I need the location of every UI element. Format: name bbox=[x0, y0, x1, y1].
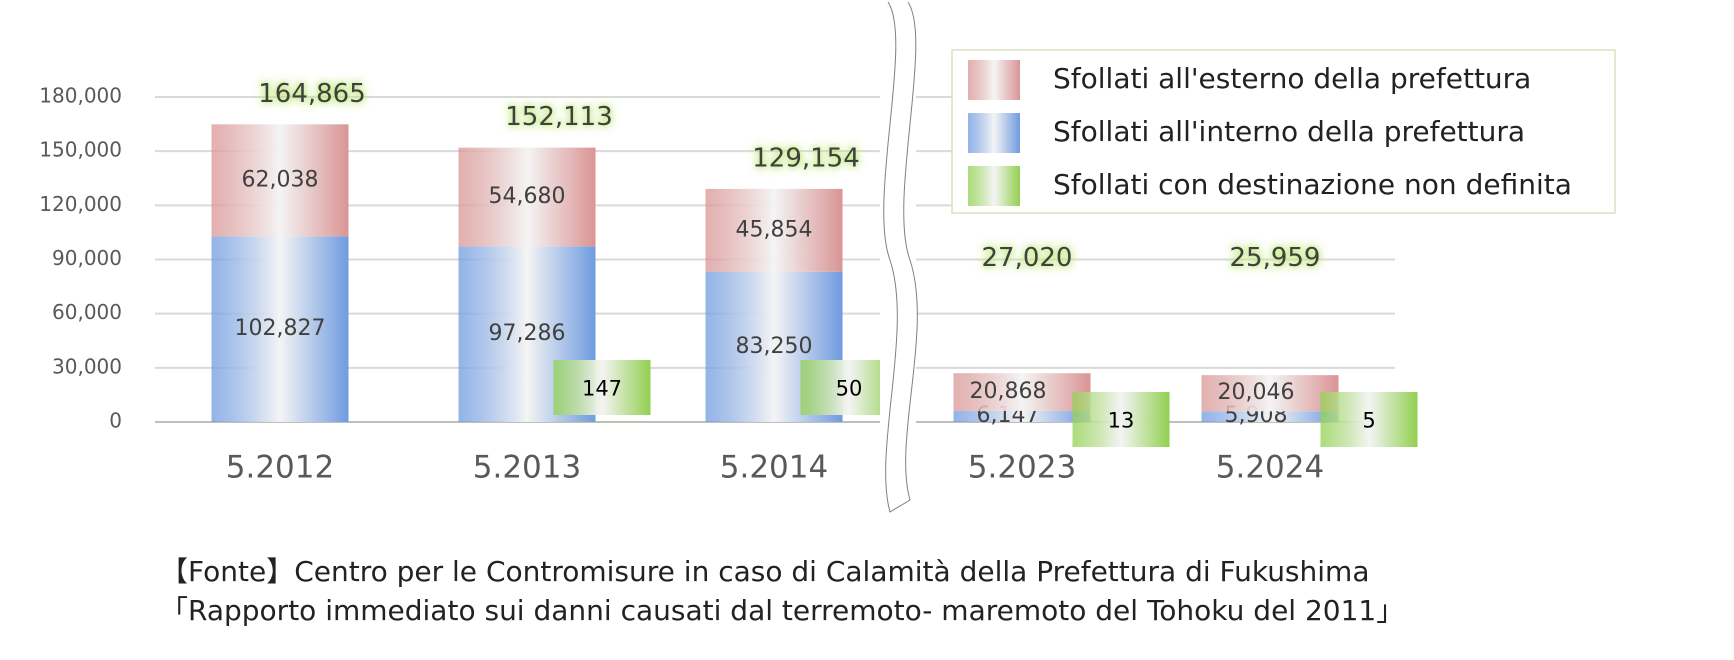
value-label: 83,250 bbox=[736, 334, 813, 359]
value-label: 147 bbox=[582, 377, 622, 401]
value-label: 5 bbox=[1362, 409, 1375, 433]
value-label-box bbox=[1320, 392, 1418, 447]
y-tick-label: 120,000 bbox=[39, 192, 122, 216]
value-label: 62,038 bbox=[242, 167, 319, 192]
x-tick-label: 5.2024 bbox=[1216, 450, 1324, 486]
y-tick-label: 30,000 bbox=[52, 354, 122, 378]
value-label: 45,854 bbox=[736, 217, 813, 242]
y-tick-label: 150,000 bbox=[39, 138, 122, 162]
total-label: 129,154 bbox=[752, 143, 860, 173]
legend-label: Sfollati con destinazione non definita bbox=[1053, 168, 1572, 201]
legend-label: Sfollati all'esterno della prefettura bbox=[1053, 62, 1531, 95]
bar-segment bbox=[211, 236, 349, 422]
x-tick-label: 5.2014 bbox=[720, 450, 828, 486]
value-label-box bbox=[553, 360, 651, 415]
total-label: 164,865 bbox=[258, 79, 366, 109]
bar-segment bbox=[458, 147, 596, 247]
value-label: 102,827 bbox=[235, 316, 326, 341]
x-tick-label: 5.2012 bbox=[226, 450, 334, 486]
bar-segment bbox=[1201, 411, 1339, 422]
bar-segment bbox=[1201, 375, 1339, 412]
value-label: 54,680 bbox=[489, 184, 566, 209]
y-tick-label: 0 bbox=[109, 409, 122, 433]
y-tick-label: 180,000 bbox=[39, 84, 122, 108]
x-tick-label: 5.2013 bbox=[473, 450, 581, 486]
x-tick-label: 5.2023 bbox=[968, 450, 1076, 486]
legend-swatch bbox=[968, 60, 1020, 100]
y-tick-label: 60,000 bbox=[52, 300, 122, 324]
legend-swatch bbox=[968, 113, 1020, 153]
value-label: 50 bbox=[836, 377, 863, 401]
total-label: 25,959 bbox=[1230, 243, 1321, 273]
legend bbox=[951, 49, 1616, 214]
value-label: 20,046 bbox=[1218, 380, 1295, 405]
total-label: 152,113 bbox=[505, 102, 613, 132]
source-line: 【Fonte】Centro per le Contromisure in cas… bbox=[160, 555, 1369, 588]
bar-segment bbox=[705, 188, 843, 272]
legend-label: Sfollati all'interno della prefettura bbox=[1053, 115, 1525, 148]
bar-segment bbox=[953, 410, 1091, 422]
y-tick-label: 90,000 bbox=[52, 246, 122, 270]
value-label: 13 bbox=[1108, 409, 1135, 433]
source-line: 「Rapporto immediato sui danni causati da… bbox=[160, 594, 1404, 627]
value-label: 20,868 bbox=[970, 379, 1047, 404]
axis-break bbox=[883, 1, 918, 513]
bar-segment bbox=[211, 124, 349, 237]
legend-swatch bbox=[968, 166, 1020, 206]
value-label: 97,286 bbox=[489, 321, 566, 346]
bar-segment bbox=[953, 373, 1091, 411]
total-label: 27,020 bbox=[982, 243, 1073, 273]
value-label-box bbox=[1072, 392, 1170, 447]
